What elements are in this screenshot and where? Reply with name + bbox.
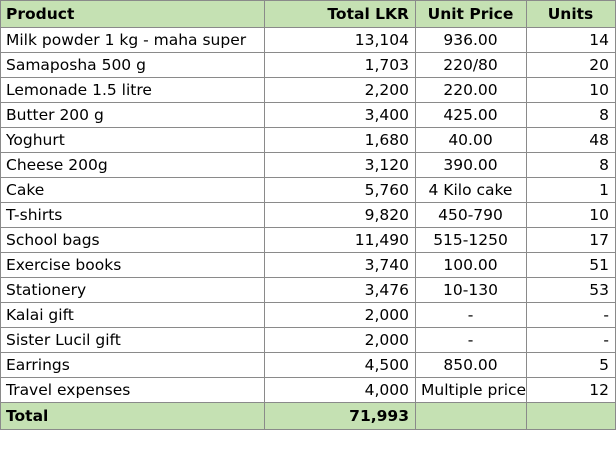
cell-product: Kalai gift xyxy=(0,302,265,328)
cell-total: 1,703 xyxy=(264,52,416,78)
cell-unit-price: 390.00 xyxy=(415,152,527,178)
table-row: Cheese 200g 3,120 390.00 8 xyxy=(0,152,616,178)
table-row: T-shirts 9,820 450-790 10 xyxy=(0,202,616,228)
cell-total: 3,400 xyxy=(264,102,416,128)
cell-total: 2,000 xyxy=(264,327,416,353)
total-unit-price xyxy=(415,402,527,430)
cell-units: 1 xyxy=(526,177,616,203)
cell-total: 1,680 xyxy=(264,127,416,153)
table-row: Cake 5,760 4 Kilo cake 1 xyxy=(0,177,616,203)
cell-total: 4,000 xyxy=(264,377,416,403)
cell-units: 17 xyxy=(526,227,616,253)
header-unit-price: Unit Price xyxy=(415,0,527,28)
header-units: Units xyxy=(526,0,616,28)
table-row: Butter 200 g 3,400 425.00 8 xyxy=(0,102,616,128)
cell-units: 53 xyxy=(526,277,616,303)
table-row: Yoghurt 1,680 40.00 48 xyxy=(0,127,616,153)
cell-total: 11,490 xyxy=(264,227,416,253)
table-body: Milk powder 1 kg - maha super 13,104 936.0… xyxy=(0,27,616,403)
expense-table: Product Total LKR Unit Price Units Milk … xyxy=(0,0,616,430)
table-row: Samaposha 500 g 1,703 220/80 20 xyxy=(0,52,616,78)
cell-unit-price: 100.00 xyxy=(415,252,527,278)
cell-units: 8 xyxy=(526,152,616,178)
cell-product: Lemonade 1.5 litre xyxy=(0,77,265,103)
table-row: Milk powder 1 kg - maha super 13,104 936.0… xyxy=(0,27,616,53)
cell-unit-price: 40.00 xyxy=(415,127,527,153)
cell-unit-price: 850.00 xyxy=(415,352,527,378)
cell-total: 3,740 xyxy=(264,252,416,278)
cell-units: 14 xyxy=(526,27,616,53)
cell-product: Yoghurt xyxy=(0,127,265,153)
cell-total: 9,820 xyxy=(264,202,416,228)
cell-product: Butter 200 g xyxy=(0,102,265,128)
table-row: Kalai gift 2,000- - xyxy=(0,302,616,328)
cell-product: School bags xyxy=(0,227,265,253)
cell-product: Travel expenses xyxy=(0,377,265,403)
cell-unit-price: 425.00 xyxy=(415,102,527,128)
cell-units: 20 xyxy=(526,52,616,78)
cell-unit-price: 4 Kilo cake xyxy=(415,177,527,203)
cell-unit-price: 936.00 xyxy=(415,27,527,53)
total-label: Total xyxy=(0,402,265,430)
cell-units: 12 xyxy=(526,377,616,403)
cell-units: 10 xyxy=(526,202,616,228)
cell-product: Sister Lucil gift xyxy=(0,327,265,353)
cell-product: Exercise books xyxy=(0,252,265,278)
cell-product: Milk powder 1 kg - maha super xyxy=(0,27,265,53)
cell-units: - xyxy=(526,302,616,328)
table-row: Travel expenses 4,000 Multiple prices 12 xyxy=(0,377,616,403)
cell-units: 51 xyxy=(526,252,616,278)
cell-units: 10 xyxy=(526,77,616,103)
cell-unit-price: - xyxy=(415,302,527,328)
cell-unit-price: Multiple prices xyxy=(415,377,527,403)
cell-total: 4,500 xyxy=(264,352,416,378)
cell-units: 8 xyxy=(526,102,616,128)
table-row: Stationery 3,476 10-130 53 xyxy=(0,277,616,303)
cell-units: - xyxy=(526,327,616,353)
table-row: Sister Lucil gift 2,000- - xyxy=(0,327,616,353)
cell-units: 48 xyxy=(526,127,616,153)
cell-total: 3,120 xyxy=(264,152,416,178)
cell-units: 5 xyxy=(526,352,616,378)
total-row: Total 71,993 xyxy=(0,402,616,430)
cell-unit-price: 220.00 xyxy=(415,77,527,103)
cell-unit-price: 10-130 xyxy=(415,277,527,303)
cell-product: Earrings xyxy=(0,352,265,378)
cell-unit-price: 220/80 xyxy=(415,52,527,78)
cell-product: Cake xyxy=(0,177,265,203)
cell-product: Stationery xyxy=(0,277,265,303)
cell-product: Samaposha 500 g xyxy=(0,52,265,78)
header-row: Product Total LKR Unit Price Units xyxy=(0,0,616,28)
cell-total: 13,104 xyxy=(264,27,416,53)
header-total: Total LKR xyxy=(264,0,416,28)
total-amount: 71,993 xyxy=(264,402,416,430)
cell-total: 2,000 xyxy=(264,302,416,328)
cell-total: 3,476 xyxy=(264,277,416,303)
cell-total: 2,200 xyxy=(264,77,416,103)
cell-unit-price: 515-1250 xyxy=(415,227,527,253)
cell-unit-price: - xyxy=(415,327,527,353)
header-product: Product xyxy=(0,0,265,28)
cell-product: Cheese 200g xyxy=(0,152,265,178)
table-row: Earrings 4,500 850.00 5 xyxy=(0,352,616,378)
table-row: School bags 11,490 515-1250 17 xyxy=(0,227,616,253)
cell-total: 5,760 xyxy=(264,177,416,203)
cell-unit-price: 450-790 xyxy=(415,202,527,228)
table-row: Exercise books 3,740 100.00 51 xyxy=(0,252,616,278)
total-units xyxy=(526,402,616,430)
cell-product: T-shirts xyxy=(0,202,265,228)
table-row: Lemonade 1.5 litre 2,200 220.00 10 xyxy=(0,77,616,103)
